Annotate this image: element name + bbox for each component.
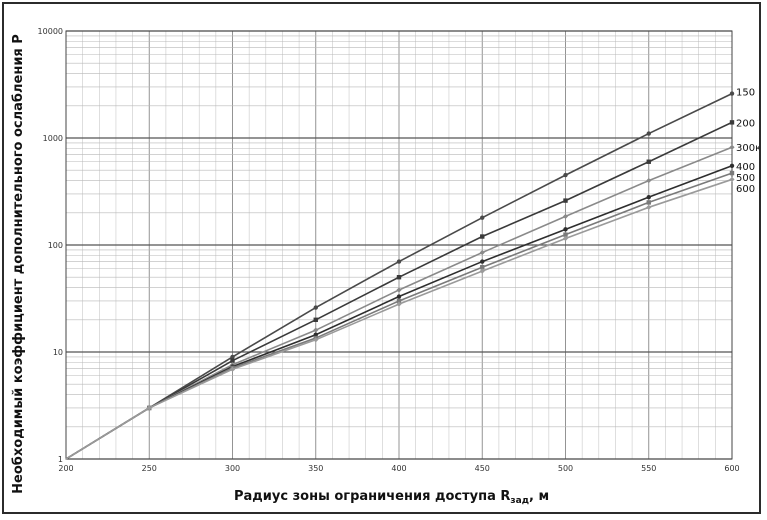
x-tick-label: 400: [391, 464, 406, 473]
series-point: [313, 317, 318, 322]
series-point: [729, 144, 735, 150]
series-labels: 150 кВ 200 кВ 300кВ 400 кВ500 кВ600 кВ: [736, 88, 759, 195]
y-tick-label: 10: [53, 348, 63, 357]
x-tick-label: 200: [58, 464, 73, 473]
series-point: [729, 170, 735, 176]
x-axis-title-main: Радиус зоны ограничения доступа R: [234, 489, 510, 504]
series-group: [65, 91, 735, 460]
series-label: 200 кВ: [736, 118, 759, 129]
series-point: [396, 294, 402, 299]
x-tick-label: 600: [724, 464, 739, 473]
x-axis-title: Радиус зоны ограничения доступа Rзад, м: [234, 489, 549, 506]
series-point: [480, 265, 485, 270]
series-point: [646, 194, 651, 200]
plot-border: [65, 30, 733, 460]
axes: 1 10 100 1000 10000 200 250 300 350 400 450 500 550 6…: [38, 27, 740, 473]
series-point: [230, 358, 235, 363]
series-point: [729, 91, 735, 96]
series-point: [396, 275, 402, 280]
y-tick-label: 1: [58, 455, 63, 464]
series-point: [563, 198, 568, 203]
series-point: [313, 327, 319, 333]
series-point: [479, 268, 485, 274]
chart-frame: 1 10 100 1000 10000 200 250 300 350 400 450 500 550 6…: [2, 2, 761, 514]
series-point: [396, 301, 402, 307]
series-point: [646, 159, 651, 164]
chart-svg: 1 10 100 1000 10000 200 250 300 350 400 450 500 550 6…: [11, 27, 759, 506]
x-axis-title-suffix: , м: [529, 489, 549, 504]
series-label: 400 кВ: [736, 162, 759, 173]
series-point: [646, 204, 652, 210]
y-tick-label: 10000: [38, 27, 63, 36]
series-point: [729, 163, 735, 168]
series-point: [563, 172, 568, 178]
series-point: [646, 131, 651, 136]
x-tick-label: 300: [225, 464, 240, 473]
series-point: [229, 366, 236, 372]
series-label: 150 кВ: [736, 88, 759, 99]
x-tick-label: 550: [641, 464, 656, 473]
series-point: [313, 337, 319, 343]
series-point: [396, 259, 402, 264]
series-point: [563, 227, 568, 232]
series-point: [313, 305, 318, 310]
series-point: [562, 235, 569, 242]
series-point: [230, 354, 235, 360]
x-tick-label: 500: [558, 464, 573, 473]
series-point: [480, 234, 485, 239]
series-point: [479, 249, 485, 256]
x-tick-label: 350: [308, 464, 323, 473]
series-point: [146, 405, 152, 411]
x-tick-label: 450: [475, 464, 490, 473]
series-label: 300кВ: [736, 143, 759, 154]
series-point: [562, 213, 569, 220]
series-point: [563, 232, 568, 237]
series-point: [396, 287, 402, 293]
series-label: 500 кВ: [736, 173, 759, 184]
series-point: [396, 298, 402, 304]
grid: [65, 30, 733, 460]
series-point: [480, 215, 485, 220]
series-point: [729, 176, 735, 183]
x-axis-title-subscript: зад: [510, 496, 529, 506]
series-point: [729, 120, 735, 125]
series-point: [646, 200, 651, 205]
y-axis-title: Необходимый коэффициент дополнительного …: [11, 34, 26, 494]
series-point: [480, 259, 485, 264]
series-point: [646, 177, 652, 184]
x-tick-label: 250: [142, 464, 157, 473]
series-point: [313, 332, 318, 337]
series-label: 600 кВ: [736, 184, 759, 195]
y-tick-label: 1000: [43, 134, 63, 143]
y-tick-label: 100: [48, 241, 63, 250]
